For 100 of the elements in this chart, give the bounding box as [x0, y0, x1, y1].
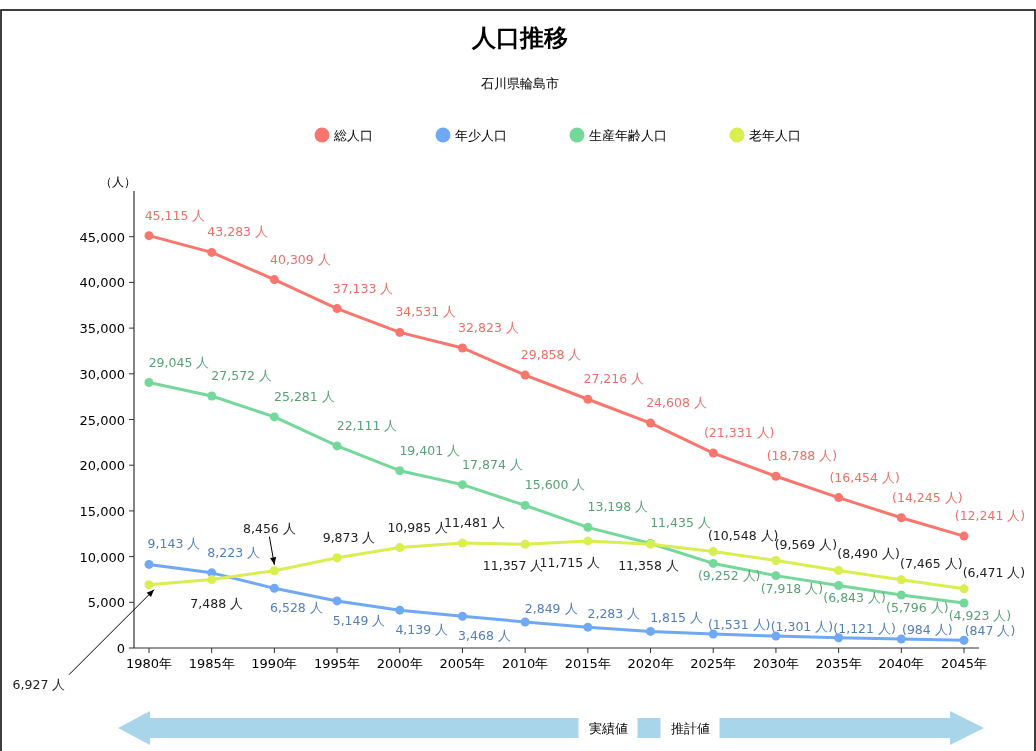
- x-tick-label: 2030年: [752, 656, 799, 671]
- data-label: (12,241 人): [954, 508, 1026, 524]
- point: [395, 605, 405, 615]
- data-label: 19,401 人: [399, 442, 461, 458]
- data-label: 2,849 人: [524, 600, 578, 616]
- point: [834, 565, 844, 575]
- data-label: (984 人): [902, 622, 953, 638]
- point: [708, 629, 718, 639]
- legend-label: 年少人口: [455, 128, 507, 143]
- data-label: 17,874 人: [462, 456, 523, 472]
- data-label: (14,245 人): [892, 489, 963, 505]
- point: [520, 539, 530, 549]
- point: [395, 466, 405, 476]
- point: [144, 580, 154, 590]
- data-label: 45,115 人: [144, 207, 206, 223]
- data-label: 9,143 人: [147, 536, 201, 552]
- data-label: 11,481 人: [444, 515, 505, 531]
- point: [771, 556, 781, 566]
- data-label: (5,796 人): [886, 600, 949, 616]
- data-label: (847 人): [964, 623, 1016, 639]
- x-tick-label: 2020年: [627, 656, 674, 671]
- data-label: 40,309 人: [270, 251, 331, 267]
- x-tick-label: 1985年: [188, 656, 235, 671]
- data-label: 9,873 人: [322, 529, 376, 545]
- y-tick-label: 5,000: [87, 595, 125, 611]
- data-label: 11,358 人: [618, 558, 679, 574]
- data-label: 7,488 人: [190, 595, 244, 611]
- data-label: 15,600 人: [524, 477, 586, 493]
- text: 推計値: [670, 721, 710, 736]
- chart-subtitle: 石川県輪島市: [481, 76, 559, 91]
- data-label: (16,454 人): [829, 469, 900, 485]
- x-tick-label: 2035年: [815, 656, 862, 671]
- data-label: 27,572 人: [211, 367, 273, 383]
- data-label: (6,843 人): [823, 590, 886, 606]
- data-label: 5,149 人: [332, 612, 386, 628]
- data-label: (7,918 人): [760, 580, 824, 596]
- data-label: 4,139 人: [395, 622, 449, 638]
- point: [708, 547, 718, 557]
- point: [896, 590, 906, 600]
- data-label: 8,223 人: [207, 544, 261, 560]
- point: [520, 370, 530, 380]
- point: [959, 598, 969, 608]
- data-label: (1,121 人): [833, 620, 896, 636]
- y-tick-label: 40,000: [79, 275, 125, 291]
- point: [144, 559, 154, 569]
- point: [896, 513, 906, 523]
- point: [708, 558, 718, 568]
- point: [834, 633, 844, 643]
- point: [269, 566, 279, 576]
- data-label: 1,815 人: [650, 610, 703, 626]
- point: [834, 580, 844, 590]
- x-tick-label: 2025年: [690, 656, 737, 671]
- data-label: 2,283 人: [587, 606, 641, 622]
- point: [332, 441, 342, 451]
- point: [896, 575, 906, 585]
- data-label: (1,301 人): [770, 619, 834, 635]
- legend-label: 生産年齢人口: [589, 128, 667, 143]
- x-tick-label: 2045年: [940, 656, 988, 671]
- point: [332, 553, 342, 563]
- point: [457, 480, 467, 490]
- y-tick-label: 20,000: [79, 458, 125, 474]
- data-label: 13,198 人: [587, 499, 649, 515]
- point: [457, 538, 467, 548]
- x-tick-label: 1995年: [314, 656, 361, 671]
- y-tick-label: 0: [116, 641, 125, 656]
- data-label: 11,435 人: [650, 515, 711, 531]
- y-tick-label: 35,000: [79, 321, 125, 337]
- point: [646, 626, 656, 636]
- data-label: 25,281 人: [274, 388, 335, 404]
- point: [332, 304, 342, 314]
- legend-label: 総人口: [333, 128, 373, 143]
- legend-label: 老年人口: [749, 128, 801, 143]
- data-label: (21,331 人): [704, 425, 775, 441]
- point: [269, 583, 279, 593]
- data-label: 22,111 人: [336, 417, 398, 433]
- data-label: (7,465 人): [900, 555, 963, 571]
- point: [207, 575, 217, 585]
- point: [771, 631, 781, 641]
- point: [771, 471, 781, 481]
- point: [457, 343, 467, 353]
- data-label: 29,045 人: [148, 354, 210, 370]
- point: [144, 231, 154, 241]
- point: [207, 247, 217, 257]
- data-label: 37,133 人: [332, 280, 394, 296]
- point: [834, 493, 844, 503]
- point: [708, 448, 718, 458]
- data-label: (18,788 人): [766, 448, 838, 464]
- point: [332, 596, 342, 606]
- point: [395, 543, 405, 553]
- point: [959, 584, 969, 594]
- x-tick-label: 2005年: [439, 656, 486, 671]
- x-tick-label: 2040年: [878, 656, 925, 671]
- y-tick-label: 30,000: [79, 366, 125, 382]
- point: [269, 275, 279, 285]
- point: [520, 500, 530, 510]
- point: [583, 536, 593, 546]
- data-label: (1,531 人): [707, 617, 771, 633]
- data-label: (4,923 人): [948, 608, 1012, 623]
- y-tick-label: 10,000: [79, 549, 125, 565]
- x-tick-label: 2015年: [564, 656, 611, 671]
